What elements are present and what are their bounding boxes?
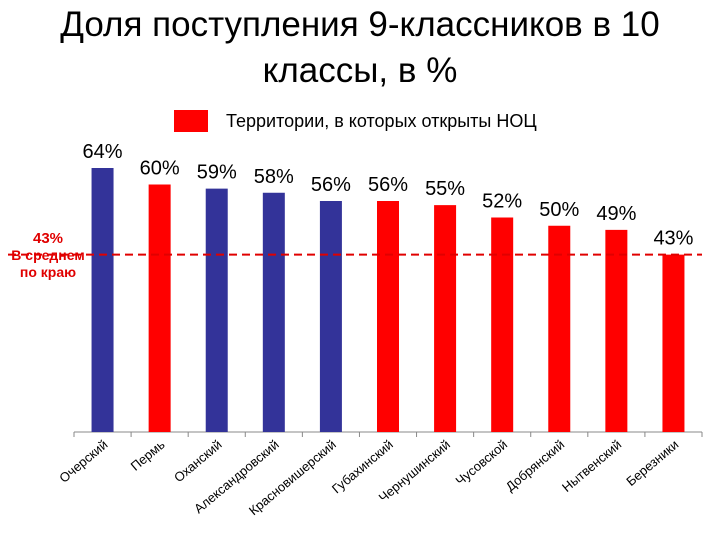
chart-title: Доля поступления 9-классников в 10 класс… [60,5,660,90]
bar [434,205,457,432]
data-label: 50% [539,199,579,221]
bar [605,229,628,432]
data-label: 58% [254,166,294,188]
category-label: Нытвенский [559,437,624,495]
category-label: Оханский [171,437,225,485]
data-label: 56% [311,174,351,196]
data-label: 43% [653,228,693,250]
category-label: Очерский [56,437,110,486]
data-label: 49% [596,203,636,225]
category-label: Добрянский [503,437,568,495]
average-label-line2: по краю [19,264,77,280]
bar [377,201,399,432]
data-label: 59% [197,162,237,184]
bar [319,201,342,432]
bar [205,188,228,432]
bar [662,254,685,432]
data-label: 55% [425,178,465,200]
bar [91,168,114,432]
legend-swatch [174,110,208,132]
bar [262,192,285,432]
bar [548,225,571,432]
data-label: 56% [368,174,408,196]
bar [148,184,171,432]
data-label: 52% [482,191,522,213]
legend-label: Территории, в которых открыты НОЦ [226,111,537,131]
data-label: 64% [83,141,123,163]
category-label: Чусовской [453,437,511,489]
average-value: 43% [32,230,64,247]
data-label: 60% [140,158,180,180]
category-label: Пермь [128,437,168,474]
category-label: Березники [623,437,681,489]
bar [491,217,514,432]
